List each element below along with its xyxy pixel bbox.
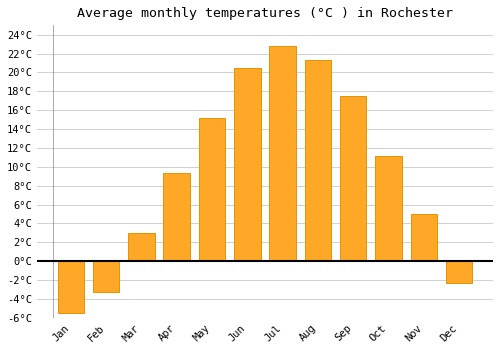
Bar <box>340 96 366 261</box>
Bar <box>304 60 331 261</box>
Bar <box>164 174 190 261</box>
Title: Average monthly temperatures (°C ) in Rochester: Average monthly temperatures (°C ) in Ro… <box>77 7 453 20</box>
Bar <box>234 68 260 261</box>
Bar <box>58 261 84 313</box>
Bar <box>446 261 472 283</box>
Bar <box>410 214 437 261</box>
Bar <box>375 155 402 261</box>
Bar <box>93 261 120 292</box>
Bar <box>198 118 225 261</box>
Bar <box>270 46 296 261</box>
Bar <box>128 233 154 261</box>
